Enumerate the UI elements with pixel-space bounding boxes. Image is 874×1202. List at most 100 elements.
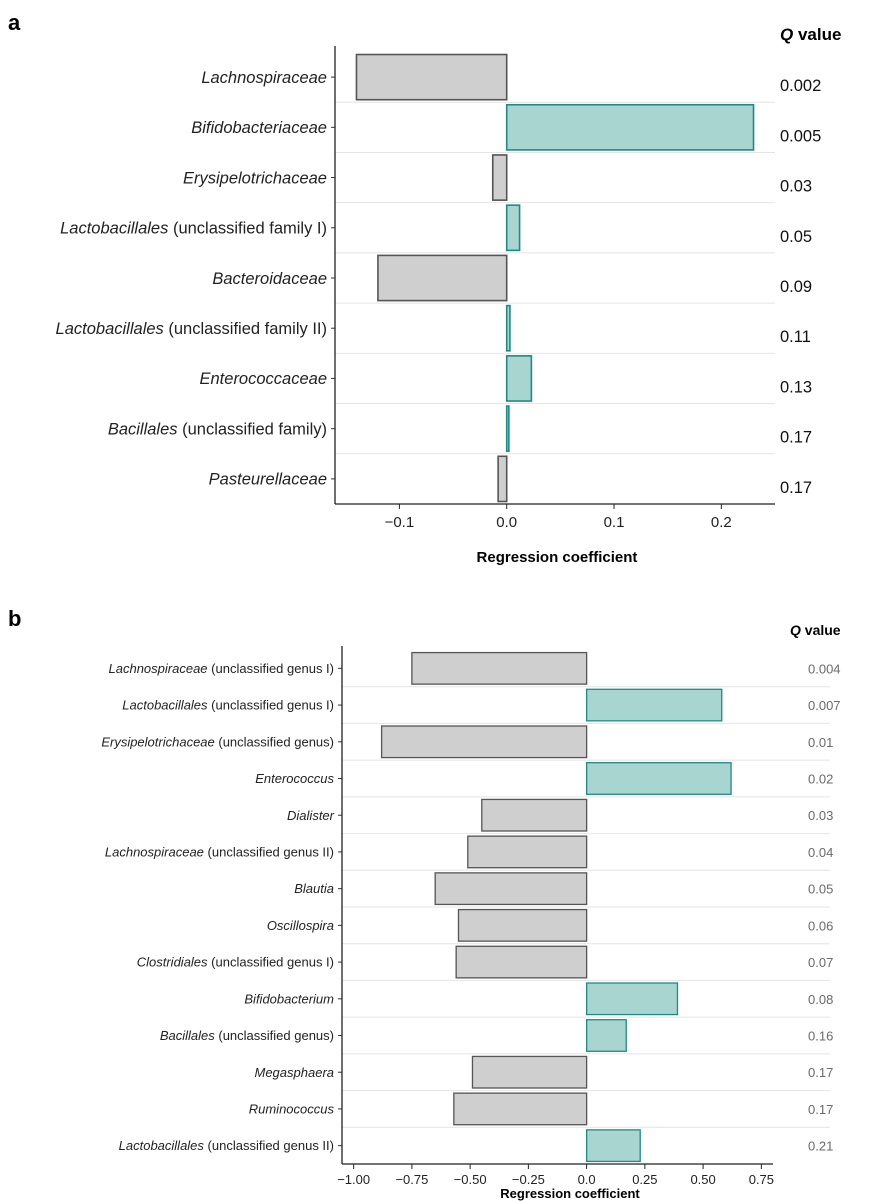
x-tick-label: 0.2: [711, 514, 732, 531]
panel-b-grid: [342, 686, 830, 1128]
category-label: Bacteroidaceae: [212, 270, 327, 288]
x-tick-label: 0.0: [578, 1172, 596, 1187]
bar: [455, 945, 588, 979]
category-label: Lactobacillales (unclassified family II): [56, 320, 327, 338]
category-label: Ruminococcus: [249, 1101, 335, 1116]
q-value: 0.08: [808, 992, 833, 1007]
bar: [411, 651, 588, 685]
x-tick-label: −0.1: [385, 514, 415, 531]
bar: [505, 103, 755, 151]
q-value: 0.005: [780, 127, 821, 145]
category-label: Lachnospiraceae (unclassified genus II): [105, 844, 334, 859]
category-label: Erysipelotrichaceae (unclassified genus): [101, 734, 334, 749]
x-tick-label: 0.25: [632, 1172, 657, 1187]
x-tick-label: −0.50: [454, 1172, 487, 1187]
panel-a-q-header: Q value: [780, 25, 841, 44]
panel-b-q-header: Q value: [790, 622, 841, 638]
bar: [505, 304, 511, 352]
category-label: Clostridiales (unclassified genus I): [137, 955, 334, 970]
x-tick-label: 0.50: [690, 1172, 715, 1187]
panel-b-bars: [380, 651, 732, 1163]
x-tick-label: −0.25: [512, 1172, 545, 1187]
category-label: Lactobacillales (unclassified family I): [60, 220, 327, 238]
q-value: 0.16: [808, 1029, 833, 1044]
category-label: Lachnospiraceae: [201, 69, 327, 87]
bar: [585, 688, 723, 722]
category-label: Bacillales (unclassified genus): [160, 1028, 334, 1043]
q-value: 0.07: [808, 955, 833, 970]
bar: [491, 154, 508, 201]
x-tick-label: 0.75: [749, 1172, 774, 1187]
q-value: 0.05: [808, 882, 833, 897]
bar: [457, 908, 588, 942]
category-label: Lactobacillales (unclassified genus I): [122, 698, 334, 713]
bar: [585, 762, 732, 795]
q-value: 0.04: [808, 845, 833, 860]
panel-a-category-labels: Lachnospiraceae Bifidobacteriaceae Erysipe…: [56, 69, 327, 489]
panel-a: a Q value Lachnospiraceae Bifidobacteriac…: [8, 10, 841, 566]
bar: [380, 725, 588, 759]
bar: [355, 53, 508, 101]
q-value: 0.002: [780, 77, 821, 95]
q-value: 0.17: [780, 479, 812, 497]
panel-b-letter: b: [8, 606, 21, 631]
category-label: Pasteurellaceae: [209, 471, 327, 489]
q-value: 0.11: [780, 328, 811, 346]
q-value: 0.17: [780, 429, 812, 447]
bar: [453, 1092, 588, 1126]
q-value: 0.05: [780, 228, 812, 246]
bar: [497, 455, 508, 503]
category-label: Bifidobacteriaceae: [191, 119, 327, 137]
category-label: Erysipelotrichaceae: [183, 169, 327, 187]
category-label: Bifidobacterium: [244, 991, 334, 1006]
panel-b-q-values: 0.004 0.007 0.01 0.02 0.03 0.04 0.05 0.06 0.07 0.…: [808, 661, 841, 1153]
bar: [467, 835, 588, 869]
category-label: Oscillospira: [267, 918, 334, 933]
category-label: Dialister: [287, 808, 335, 823]
category-label: Bacillales (unclassified family): [108, 420, 327, 438]
q-value: 0.02: [808, 772, 833, 787]
bar: [377, 254, 508, 302]
x-tick-label: −1.00: [337, 1172, 370, 1187]
q-value: 0.01: [808, 735, 833, 750]
q-value: 0.17: [808, 1065, 833, 1080]
panel-a-bars: [355, 53, 755, 503]
x-tick-label: 0.0: [496, 514, 517, 531]
q-value: 0.17: [808, 1102, 833, 1117]
bar: [505, 405, 510, 453]
panel-a-letter: a: [8, 10, 21, 35]
panel-a-axes: −0.1 0.0 0.1 0.2: [331, 46, 775, 531]
panel-b-x-axis-label: Regression coefficient: [500, 1186, 640, 1201]
bar: [505, 204, 521, 252]
panel-a-grid: [335, 101, 775, 455]
category-label: Megasphaera: [255, 1065, 335, 1080]
bar: [505, 355, 533, 402]
category-label: Lachnospiraceae (unclassified genus I): [109, 661, 334, 676]
x-tick-label: 0.1: [604, 514, 625, 531]
bar: [471, 1055, 588, 1089]
q-value: 0.03: [808, 808, 833, 823]
x-tick-label: −0.75: [395, 1172, 428, 1187]
q-value: 0.13: [780, 378, 812, 396]
category-label: Blautia: [294, 881, 334, 896]
panel-a-q-values: 0.002 0.005 0.03 0.05 0.09 0.11 0.13 0.17 0.17: [780, 77, 821, 497]
category-label: Lactobacillales (unclassified genus II): [119, 1138, 334, 1153]
bar: [434, 872, 588, 906]
bar: [585, 1129, 641, 1163]
q-value: 0.007: [808, 698, 841, 713]
q-value: 0.03: [780, 178, 812, 196]
q-value: 0.004: [808, 661, 841, 676]
panel-a-x-axis-label: Regression coefficient: [477, 549, 638, 566]
q-value: 0.09: [780, 278, 812, 296]
panel-b-axes: −1.00 −0.75 −0.50 −0.25 0.0 0.25 0.50 0.75: [337, 646, 774, 1187]
panel-b: b Q value Lachnospiraceae (unclassified …: [8, 606, 841, 1201]
q-value: 0.21: [808, 1139, 833, 1154]
panel-b-category-labels: Lachnospiraceae (unclassified genus I) La…: [101, 661, 334, 1153]
q-value: 0.06: [808, 918, 833, 933]
category-label: Enterococcaceae: [200, 370, 328, 388]
bar: [481, 798, 588, 832]
category-label: Enterococcus: [255, 771, 334, 786]
bar: [585, 982, 679, 1016]
bar: [585, 1019, 627, 1052]
